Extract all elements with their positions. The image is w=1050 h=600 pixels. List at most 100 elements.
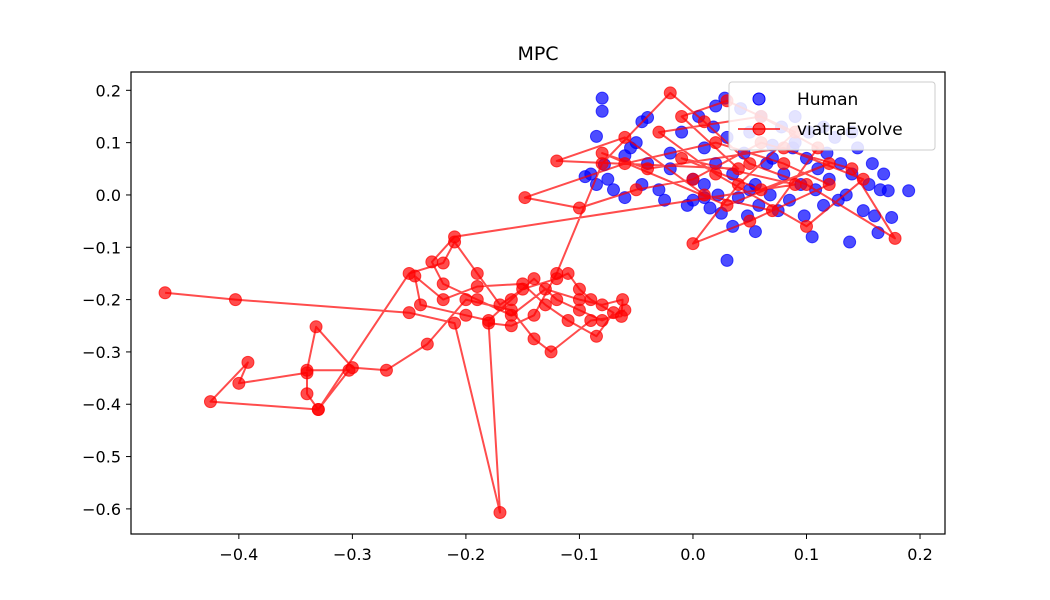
viatra-evolve-point [158, 286, 172, 300]
human-point [885, 210, 899, 224]
viatra-evolve-point [799, 177, 813, 191]
viatra-evolve-point [408, 269, 422, 283]
x-tick-label: −0.3 [333, 545, 372, 564]
viatra-evolve-point [743, 157, 757, 171]
viatra-evolve-point [550, 272, 564, 286]
human-point [595, 104, 609, 118]
viatra-evolve-point [709, 136, 723, 150]
viatra-evolve-point [561, 314, 575, 328]
viatra-evolve-point [709, 167, 723, 181]
human-point [797, 209, 811, 223]
human-point [748, 225, 762, 239]
viatra-evolve-point [697, 115, 711, 129]
viatra-evolve-point [618, 303, 632, 317]
x-tick-label: 0.2 [907, 545, 932, 564]
y-tick-label: 0.2 [96, 81, 121, 100]
viatra-evolve-point [470, 280, 484, 294]
viatra-evolve-point [516, 277, 530, 291]
legend-human-marker [752, 92, 766, 106]
viatra-evolve-point [544, 345, 558, 359]
human-point [877, 167, 891, 181]
human-point [595, 91, 609, 105]
human-point [629, 136, 643, 150]
viatra-evolve-point [697, 188, 711, 202]
viatra-evolve-point [584, 314, 598, 328]
viatra-evolve-point [379, 363, 393, 377]
viatra-evolve-point [845, 162, 859, 176]
viatra-evolve-point [482, 314, 496, 328]
x-tick-label: −0.2 [446, 545, 485, 564]
legend: Human viatraEvolve [728, 81, 936, 151]
viatra-evolve-point [561, 266, 575, 280]
x-axis: −0.4 −0.3 −0.2 −0.1 0.0 0.1 0.2 [219, 534, 933, 564]
viatra-evolve-point [232, 376, 246, 390]
viatra-evolve-point [572, 201, 586, 215]
viatra-evolve-point [629, 183, 643, 197]
human-point [720, 253, 734, 267]
viatra-evolve-point [436, 256, 450, 270]
chart-title: MPC [517, 43, 558, 65]
viatra-evolve-point [663, 86, 677, 100]
legend-viatra-marker [752, 122, 766, 136]
viatra-evolve-point [788, 177, 802, 191]
y-tick-label: −0.4 [82, 395, 121, 414]
viatra-evolve-point [606, 306, 620, 320]
y-tick-label: −0.3 [82, 343, 121, 362]
x-tick-label: −0.1 [560, 545, 599, 564]
y-tick-label: 0.1 [96, 134, 121, 153]
viatra-evolve-point [402, 306, 416, 320]
viatra-evolve-point [436, 293, 450, 307]
x-tick-label: 0.1 [794, 545, 819, 564]
viatra-evolve-point [309, 320, 323, 334]
viatra-evolve-point [493, 506, 507, 520]
viatra-evolve-point [300, 366, 314, 380]
legend-viatra-label: viatraEvolve [797, 120, 903, 140]
human-point [601, 172, 615, 186]
viatra-evolve-point [550, 154, 564, 168]
viatra-evolve-point [675, 151, 689, 165]
viatra-evolve-point [550, 293, 564, 307]
viatra-evolve-point [888, 231, 902, 245]
viatra-evolve-point [595, 314, 609, 328]
y-tick-label: 0.0 [96, 186, 121, 205]
viatra-evolve-point [493, 298, 507, 312]
human-point [843, 235, 857, 249]
viatra-evolve-point [618, 157, 632, 171]
viatra-evolve-point [720, 198, 734, 212]
viatra-evolve-point [459, 308, 473, 322]
y-tick-label: −0.1 [82, 238, 121, 257]
viatra-evolve-point [652, 125, 666, 139]
viatra-evolve-point [300, 387, 314, 401]
viatra-evolve-point [470, 266, 484, 280]
viatra-evolve-point [686, 237, 700, 251]
human-point [606, 183, 620, 197]
viatra-evolve-point [459, 293, 473, 307]
viatra-evolve-point [754, 183, 768, 197]
viatra-evolve-point [743, 214, 757, 228]
viatra-evolve-point [731, 177, 745, 191]
human-point [703, 201, 717, 215]
viatra-evolve-point [470, 293, 484, 307]
viatra-evolve-point [504, 293, 518, 307]
viatra-evolve-point [595, 298, 609, 312]
viatra-evolve-point [538, 282, 552, 296]
viatra-evolve-point [777, 157, 791, 171]
viatra-evolve-markers [158, 86, 902, 520]
human-point [856, 204, 870, 218]
y-tick-label: −0.5 [82, 448, 121, 467]
viatra-evolve-point [203, 395, 217, 409]
viatra-evolve-point [799, 219, 813, 233]
viatra-evolve-point [765, 204, 779, 218]
viatra-evolve-point [527, 308, 541, 322]
viatra-evolve-point [641, 162, 655, 176]
axes-frame [130, 71, 946, 535]
legend-human-label: Human [797, 90, 858, 110]
viatra-evolve-point [425, 255, 439, 269]
viatra-evolve-point [448, 316, 462, 330]
y-tick-label: −0.2 [82, 291, 121, 310]
viatra-evolve-point [342, 363, 356, 377]
x-tick-label: −0.4 [219, 545, 258, 564]
viatra-evolve-point [527, 272, 541, 286]
viatra-evolve-point [518, 191, 532, 205]
